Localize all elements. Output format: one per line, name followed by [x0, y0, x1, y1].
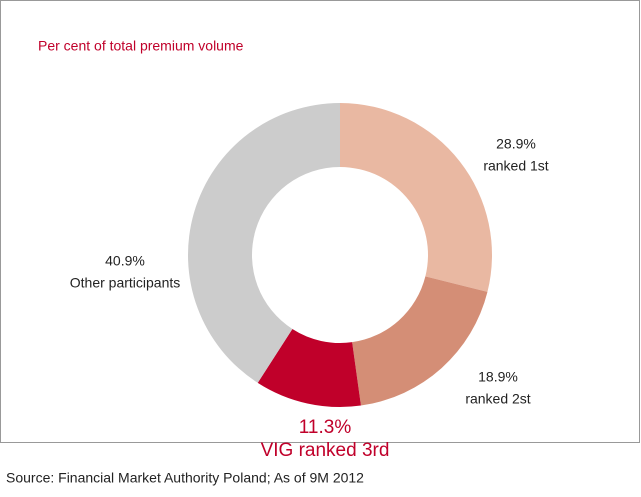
value-label: 28.9%: [496, 136, 536, 152]
value-label: 40.9%: [105, 253, 145, 269]
chart-title: Per cent of total premium volume: [38, 38, 244, 54]
category-label: VIG ranked 3rd: [261, 440, 390, 461]
frame: [0, 0, 640, 443]
value-label: 18.9%: [478, 369, 518, 385]
donut-segment: [257, 329, 361, 407]
donut-segment: [340, 103, 492, 292]
category-label: ranked 1st: [483, 158, 548, 174]
category-label: ranked 2st: [465, 391, 530, 407]
category-label: Other participants: [70, 275, 181, 291]
value-label: 11.3%: [299, 417, 352, 438]
source: Source: Financial Market Authority Polan…: [6, 470, 364, 486]
donut-segment: [188, 103, 340, 383]
donut-segment: [352, 276, 488, 406]
